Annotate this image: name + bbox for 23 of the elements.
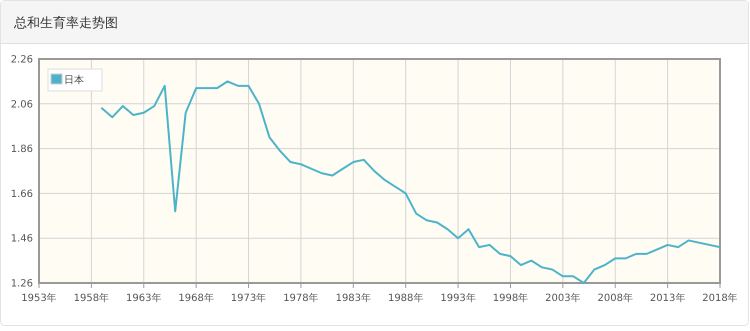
x-tick-label: 1963年 <box>126 292 162 304</box>
legend-label: 日本 <box>64 74 84 86</box>
x-tick-label: 2008年 <box>598 292 633 304</box>
x-tick-label: 1958年 <box>74 292 110 304</box>
y-tick-label: 2.26 <box>10 54 33 66</box>
x-tick-label: 1983年 <box>336 292 372 304</box>
x-tick-label: 1968年 <box>178 292 214 304</box>
x-tick-label: 1988年 <box>388 292 424 304</box>
x-tick-label: 1993年 <box>440 292 476 304</box>
x-tick-label: 2013年 <box>650 292 686 304</box>
y-tick-label: 1.46 <box>10 234 33 245</box>
y-tick-label: 1.86 <box>10 144 33 156</box>
y-tick-label: 2.06 <box>10 99 33 110</box>
x-tick-label: 1978年 <box>283 292 319 304</box>
x-tick-label: 1973年 <box>230 292 266 304</box>
chart-title: 总和生育率走势图 <box>13 15 118 31</box>
x-tick-label: 2003年 <box>545 292 581 304</box>
y-tick-label: 1.26 <box>10 278 33 290</box>
x-tick-label: 1998年 <box>492 292 528 304</box>
x-tick-label: 2018年 <box>702 292 738 304</box>
y-tick-label: 1.66 <box>10 188 33 200</box>
x-tick-label: 1953年 <box>21 292 57 304</box>
line-series <box>100 80 721 284</box>
